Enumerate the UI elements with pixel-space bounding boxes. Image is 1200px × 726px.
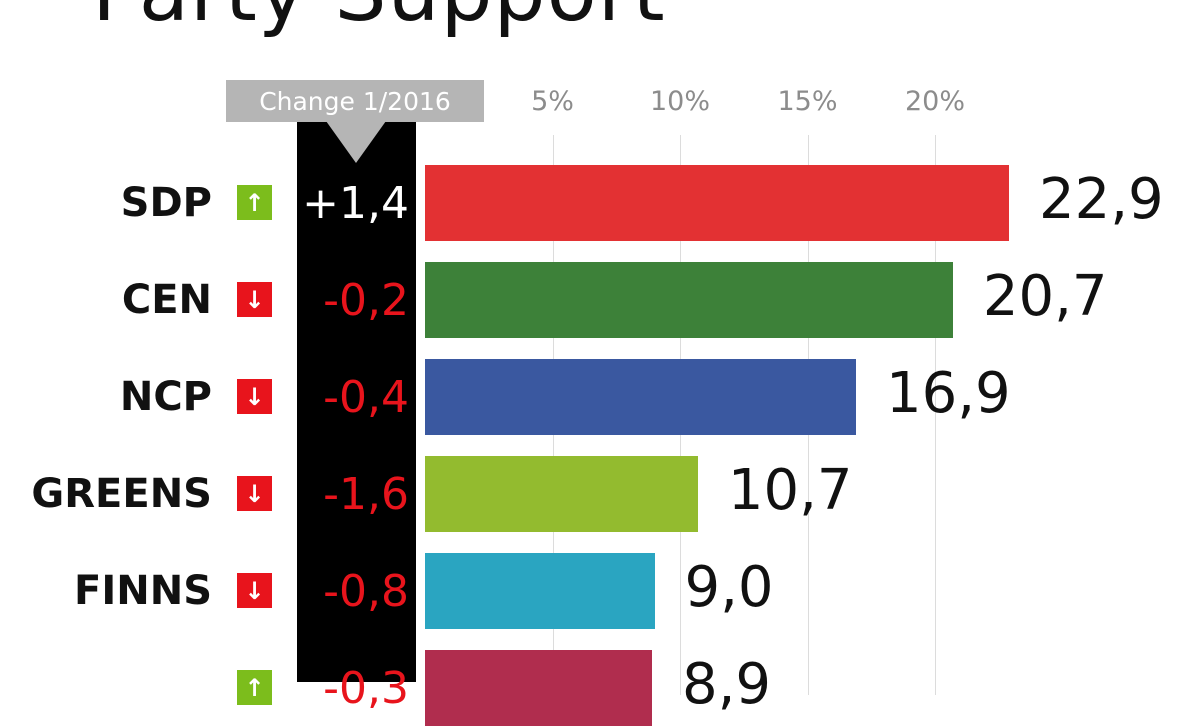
- arrow-down-icon: ↓: [237, 476, 272, 511]
- bar: [425, 262, 953, 338]
- change-value: -0,2: [323, 274, 409, 326]
- party-label: GREENS: [31, 471, 212, 517]
- x-tick-label: 10%: [649, 86, 710, 117]
- bar: [425, 553, 655, 629]
- party-label: SDP: [120, 180, 212, 226]
- bar-value-label: 9,0: [684, 554, 774, 620]
- x-tick-label: 20%: [904, 86, 965, 117]
- arrow-down-icon: ↓: [237, 379, 272, 414]
- bar-value-label: 10,7: [727, 457, 853, 523]
- party-label: CEN: [121, 277, 212, 323]
- bar: [425, 456, 698, 532]
- change-value: -0,4: [323, 371, 409, 423]
- bar-value-label: 22,9: [1038, 166, 1164, 232]
- arrow-up-icon: ↑: [237, 185, 272, 220]
- x-tick-label: 15%: [777, 86, 838, 117]
- change-value: -0,8: [323, 565, 409, 617]
- change-value: +1,4: [302, 177, 409, 229]
- bar-value-label: 20,7: [982, 263, 1108, 329]
- arrow-up-icon: ↑: [237, 670, 272, 705]
- arrow-down-icon: ↓: [237, 282, 272, 317]
- x-tick-label: 5%: [531, 86, 574, 117]
- bar: [425, 359, 856, 435]
- change-header-pointer: [326, 121, 386, 163]
- bar: [425, 650, 652, 726]
- change-header: Change 1/2016: [226, 80, 484, 122]
- arrow-down-icon: ↓: [237, 573, 272, 608]
- bar: [425, 165, 1009, 241]
- bar-value-label: 16,9: [885, 360, 1011, 426]
- chart-title: Party Support: [92, 0, 666, 34]
- change-value: -1,6: [323, 468, 409, 520]
- party-label: FINNS: [74, 568, 212, 614]
- change-column-background: [297, 122, 416, 682]
- gridline: [935, 135, 936, 695]
- bar-value-label: 8,9: [681, 651, 771, 717]
- change-value: -0,3: [323, 662, 409, 714]
- party-label: NCP: [119, 374, 212, 420]
